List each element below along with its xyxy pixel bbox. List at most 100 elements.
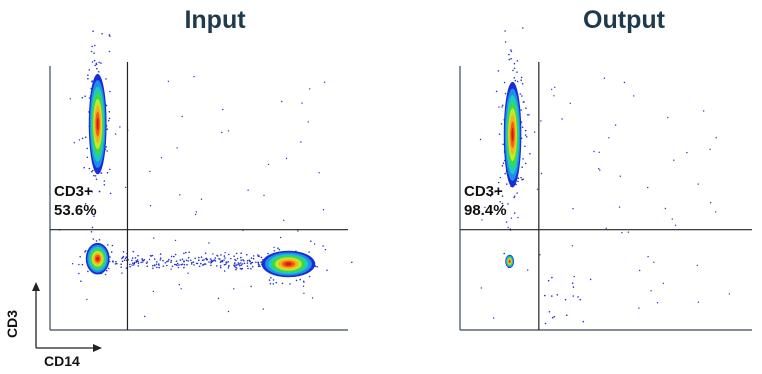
event-dot [623,81,626,84]
population-dot [87,77,89,80]
event-dot [132,250,135,253]
population-dot [91,45,93,48]
event-dot [200,198,203,200]
event-dot [166,260,168,263]
event-dot [599,169,601,171]
event-dot [131,259,133,262]
population-density [285,262,292,266]
population-dot [278,248,281,251]
population-dot [87,74,89,76]
population-dot [322,245,324,247]
event-dot [257,254,259,256]
event-dot [323,81,326,83]
event-dot [303,292,305,294]
event-dot [221,131,223,134]
population-dot [86,156,89,159]
population-dot [108,111,110,113]
event-dot [175,260,178,263]
population-dot [88,97,91,99]
population-dot [503,252,506,255]
event-dot [121,272,123,274]
event-dot [210,259,213,262]
event-dot [176,262,179,265]
event-dot [122,251,125,253]
population-dot [90,231,93,233]
event-dot [188,251,190,253]
event-dot [257,261,259,264]
population-dot [108,50,111,53]
event-dot [220,254,222,256]
event-dot [201,264,204,266]
event-dot [144,315,146,318]
population-dot [87,270,89,273]
event-dot [178,264,180,266]
population-dot [111,244,114,247]
event-dot [167,80,170,83]
event-dot [71,263,74,265]
event-dot [224,257,226,259]
event-dot [540,120,542,122]
population-dot [107,119,110,122]
event-dot [240,259,242,262]
event-dot [526,114,529,116]
population-dot [501,106,503,108]
population-dot [90,50,93,53]
event-dot [152,267,154,270]
event-dot [251,261,254,264]
event-dot [260,256,263,259]
event-dot [223,259,225,261]
event-dot [159,259,162,261]
event-dot [554,86,556,89]
event-dot [246,259,249,262]
population-dot [105,269,108,272]
event-dot [241,263,244,265]
event-dot [233,264,235,267]
event-dot [569,102,571,105]
population-dot [514,79,517,82]
event-dot [662,282,665,284]
population-dot [495,90,498,93]
population-dot [510,49,512,51]
event-dot [209,258,212,260]
population-dot [503,81,506,84]
gate-label-output: CD3+ 98.4% [464,182,507,220]
event-dot [639,269,641,272]
event-dot [183,260,185,262]
event-dot [551,316,554,319]
event-dot [313,243,316,245]
population-dot [521,83,524,85]
population-dot [505,221,508,223]
event-dot [577,296,579,298]
event-dot [216,254,218,257]
event-dot [566,314,568,317]
event-dot [152,264,154,267]
population-dot [93,174,95,177]
population-dot [277,247,279,249]
event-dot [206,258,209,261]
event-dot [198,265,201,268]
event-dot [187,260,189,262]
event-dot [194,213,197,216]
event-dot [185,251,187,254]
population-dot [109,168,111,171]
population-dot [273,250,276,252]
population-dot [106,150,108,152]
event-dot [170,259,172,262]
event-dot [235,264,237,266]
event-dot [281,100,283,103]
x-arrow-head [93,344,102,352]
event-dot [715,137,717,139]
population-dot [521,166,523,168]
event-dot [124,186,127,189]
population-dot [520,79,522,81]
event-dot [194,257,196,260]
population-dot [267,252,269,255]
event-dot [605,227,607,229]
event-dot [480,287,482,289]
event-dot [224,263,227,266]
event-dot [220,260,222,262]
event-dot [239,262,242,264]
population-dot [497,181,500,184]
event-dot [243,259,245,262]
event-dot [153,258,156,260]
